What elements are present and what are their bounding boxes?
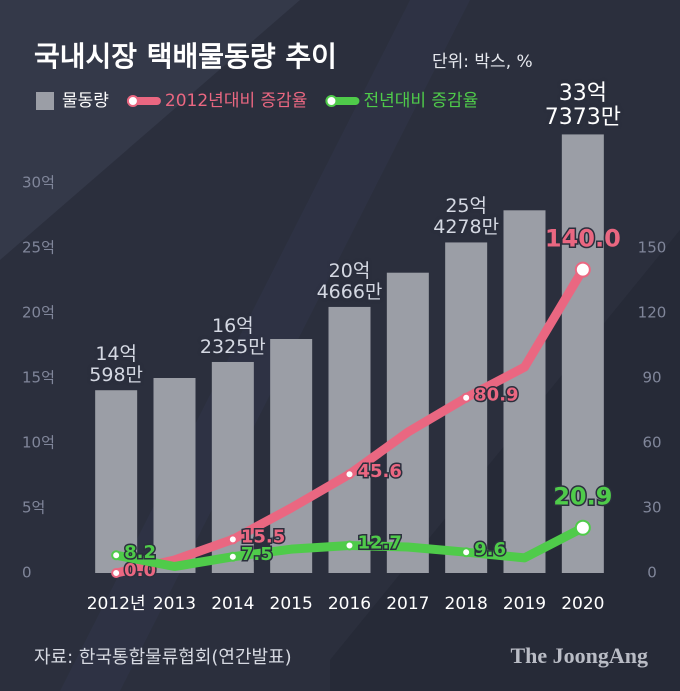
line-point — [344, 540, 355, 551]
line-point — [461, 547, 472, 558]
bar-value-label: 25억 4278만 — [433, 195, 500, 239]
background-shape — [0, 0, 300, 260]
legend-label: 전년대비 증감율 — [363, 91, 478, 111]
line-point — [227, 551, 238, 562]
y2-tick-label: 60 — [642, 434, 661, 452]
y-tick-label: 30억 — [22, 174, 55, 192]
x-tick-label: 2013 — [153, 594, 196, 614]
bar-value-label: 14억 598만 — [89, 343, 144, 387]
line-point — [344, 469, 355, 480]
bar-value-label: 33억 7373만 — [544, 81, 621, 131]
legend-label: 2012년대비 증감율 — [165, 91, 308, 111]
line-value-label: 45.6 — [358, 461, 402, 482]
line-point — [111, 568, 122, 578]
y-tick-label: 0 — [22, 564, 32, 582]
line-point — [111, 550, 122, 561]
x-tick-label: 2015 — [270, 594, 313, 614]
legend-swatch — [36, 92, 54, 110]
y-tick-label: 10억 — [22, 434, 55, 452]
line-point — [227, 534, 238, 545]
y2-tick-label: 0 — [647, 564, 657, 582]
line-value-label: 80.9 — [474, 385, 518, 406]
y2-tick-label: 30 — [642, 499, 661, 517]
line-point — [574, 261, 591, 278]
bar — [561, 134, 604, 573]
unit-note: 단위: 박스, % — [432, 52, 533, 72]
line-point — [461, 392, 472, 403]
y-tick-label: 20억 — [22, 304, 55, 322]
legend-swatch — [126, 95, 139, 107]
line-value-label: 12.7 — [358, 532, 402, 553]
legend-label: 물동량 — [62, 91, 109, 111]
x-tick-label: 2019 — [503, 594, 546, 614]
y2-tick-label: 150 — [638, 239, 667, 257]
y-tick-label: 15억 — [22, 369, 55, 387]
logo: The JoongAng — [510, 643, 648, 668]
line-value-label: 15.5 — [241, 526, 285, 547]
y-tick-label: 25억 — [22, 239, 55, 257]
source: 자료: 한국통합물류협회(연간발표) — [34, 647, 292, 668]
bar-value-label: 20억 4666만 — [316, 259, 383, 303]
bar — [153, 378, 196, 573]
x-tick-label: 2018 — [445, 594, 488, 614]
line-value-label: 8.2 — [124, 542, 156, 563]
chart-title: 국내시장 택배물동량 추이 — [34, 40, 337, 73]
x-tick-label: 2020 — [561, 594, 604, 614]
x-tick-label: 2016 — [328, 594, 371, 614]
line-value-label: 20.9 — [553, 483, 612, 511]
y2-tick-label: 120 — [638, 304, 667, 322]
line-value-label: 7.5 — [241, 544, 273, 565]
line-point — [574, 519, 591, 536]
bar — [95, 390, 138, 573]
bar-value-label: 16억 2325만 — [199, 314, 266, 358]
x-tick-label: 2014 — [211, 594, 254, 614]
y2-tick-label: 90 — [642, 369, 661, 387]
bar — [328, 306, 371, 573]
line-value-label: 9.6 — [474, 539, 506, 560]
legend-swatch — [325, 95, 338, 107]
x-tick-label: 2012년 — [87, 594, 146, 614]
line-value-label: 140.0 — [545, 225, 621, 253]
bar — [503, 210, 546, 574]
x-tick-label: 2017 — [386, 594, 429, 614]
y-tick-label: 5억 — [22, 499, 45, 517]
bar — [270, 339, 313, 573]
